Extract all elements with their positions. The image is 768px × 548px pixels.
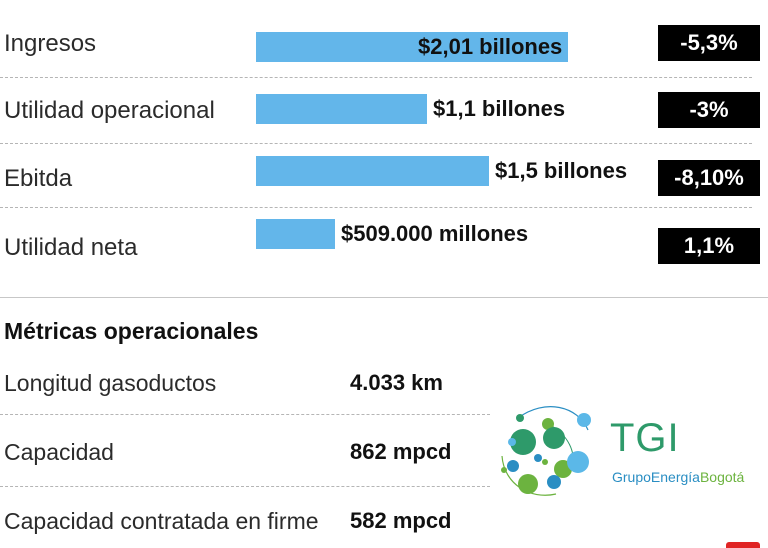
metric-divider <box>0 414 490 415</box>
category-label: Utilidad operacional <box>4 97 215 124</box>
metrics-title: Métricas operacionales <box>4 318 259 344</box>
change-badge: 1,1% <box>658 228 760 264</box>
tgi-bubbles-logo-icon <box>501 406 591 496</box>
logo-subtitle-part3: Bogotá <box>699 469 745 485</box>
data-label: $509.000 millones <box>341 221 529 246</box>
tgi-logo: TGI GrupoEnergíaBogotá <box>490 396 768 506</box>
metric-divider <box>0 486 490 487</box>
data-label: $1,5 billones <box>495 158 628 183</box>
metric-label-length: Longitud gasoductos <box>4 370 217 396</box>
section-divider <box>0 297 768 298</box>
category-label: Ebitda <box>4 165 73 192</box>
metric-value-contracted: 582 mpcd <box>350 508 452 533</box>
row-divider <box>0 143 752 144</box>
corner-tab <box>726 542 760 548</box>
row-divider <box>0 207 752 208</box>
logo-subtitle-part2: Energía <box>650 469 700 485</box>
row-divider <box>0 77 752 78</box>
metric-label-contracted: Capacidad contratada en firme <box>4 508 319 534</box>
bar <box>256 94 427 124</box>
change-badge: -3% <box>658 92 760 128</box>
change-badge: -5,3% <box>658 25 760 61</box>
data-label: $2,01 billones <box>418 34 563 59</box>
metric-value-length: 4.033 km <box>350 370 443 395</box>
logo-subtitle-part1: Grupo <box>612 469 651 485</box>
category-label: Ingresos <box>4 30 97 57</box>
metric-value-capacity: 862 mpcd <box>350 439 452 464</box>
bar <box>256 219 335 249</box>
category-label: Utilidad neta <box>4 234 138 261</box>
bar <box>256 156 489 186</box>
change-badge: -8,10% <box>658 160 760 196</box>
metric-label-capacity: Capacidad <box>4 439 114 465</box>
logo-subtitle: GrupoEnergíaBogotá <box>612 469 744 485</box>
logo-name: TGI <box>610 416 680 460</box>
bar <box>256 32 568 62</box>
data-label: $1,1 billones <box>433 96 566 121</box>
